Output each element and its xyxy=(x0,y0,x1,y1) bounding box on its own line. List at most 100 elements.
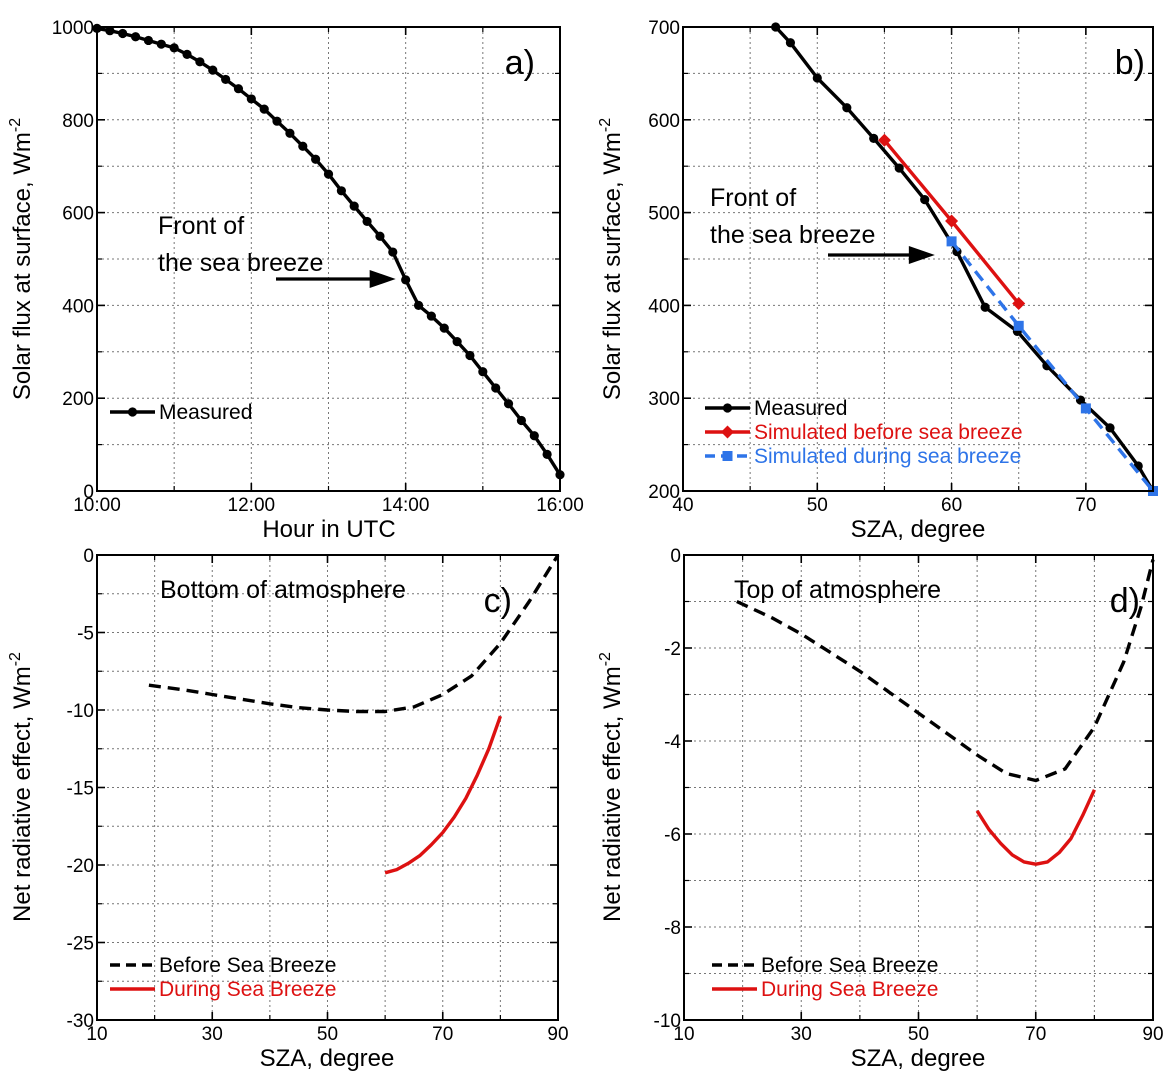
y-axis-label-text: Net radiative effect, Wm xyxy=(599,666,626,922)
data-point xyxy=(503,399,514,409)
legend-label: Before Sea Breeze xyxy=(761,954,938,977)
y-tick-label: 600 xyxy=(62,204,94,225)
x-tick-label: 70 xyxy=(432,1024,453,1045)
x-tick-label: 50 xyxy=(908,1024,929,1045)
data-point xyxy=(259,104,269,114)
x-tick-label: 70 xyxy=(1075,495,1096,516)
plot-frame xyxy=(683,554,1154,1021)
x-tick-label: 70 xyxy=(1025,1024,1046,1045)
data-point xyxy=(413,300,424,310)
y-tick-label: 0 xyxy=(83,482,94,503)
data-point xyxy=(143,35,154,46)
y-axis-label-text: Solar flux at surface, Wm xyxy=(9,132,36,400)
legend-marker xyxy=(722,451,733,461)
data-point xyxy=(323,169,334,179)
data-point xyxy=(426,311,436,321)
data-point xyxy=(208,65,218,75)
data-point xyxy=(869,133,879,143)
y-tick-label: 500 xyxy=(648,204,680,225)
x-tick-label: 12:00 xyxy=(228,495,276,516)
legend-label: Before Sea Breeze xyxy=(159,954,336,977)
data-point xyxy=(478,367,488,377)
annotation-arrow-head xyxy=(369,270,396,288)
data-point xyxy=(1012,297,1026,311)
y-tick-label: 800 xyxy=(62,111,94,132)
x-tick-label: 10:00 xyxy=(73,495,121,516)
y-tick-label: 400 xyxy=(62,296,94,317)
x-tick-label: 60 xyxy=(941,495,962,516)
data-point xyxy=(311,154,321,164)
y-tick-label: 0 xyxy=(83,546,94,567)
y-tick-label: -10 xyxy=(654,1011,681,1032)
data-point xyxy=(542,449,552,459)
data-point xyxy=(336,186,346,196)
y-tick-label: 700 xyxy=(648,18,680,39)
y-axis-label-superscript: -2 xyxy=(597,118,614,132)
x-tick-label: 10 xyxy=(673,1024,694,1045)
y-tick-label: -8 xyxy=(664,918,681,939)
series-2 xyxy=(975,789,1096,866)
data-point xyxy=(182,49,192,59)
y-tick-label: 0 xyxy=(670,546,681,567)
y-axis-label: Solar flux at surface, Wm-2 xyxy=(597,118,626,400)
y-axis-label: Net radiative effect, Wm-2 xyxy=(7,652,36,922)
data-point xyxy=(491,383,501,393)
legend-label: During Sea Breeze xyxy=(761,978,938,1001)
data-point xyxy=(388,247,398,257)
plot-frame xyxy=(96,554,559,1021)
y-tick-label: -2 xyxy=(664,639,681,660)
series-line xyxy=(950,240,1155,493)
y-tick-label: -30 xyxy=(67,1011,94,1032)
x-tick-label: 50 xyxy=(807,495,828,516)
chart-panel-3: 10 30 50 70 90 -30 -25 -20 -15 -10 -5 0 SZA, degree N… xyxy=(7,546,569,1072)
series-line xyxy=(736,559,1155,783)
data-point xyxy=(233,84,244,94)
data-point xyxy=(118,28,128,39)
legend-label: Measured xyxy=(159,401,252,424)
data-point xyxy=(272,116,282,126)
panel-label: d) xyxy=(1110,582,1140,620)
y-tick-label: 600 xyxy=(648,111,680,132)
y-tick-label: 300 xyxy=(648,389,680,410)
data-point xyxy=(920,195,930,205)
data-point xyxy=(980,302,990,312)
series-line xyxy=(975,789,1096,866)
y-tick-label: -5 xyxy=(77,624,94,645)
annotation-text: Front of xyxy=(158,212,244,240)
x-tick-label: 14:00 xyxy=(382,495,430,516)
x-tick-label: 90 xyxy=(1142,1024,1163,1045)
plot-frame xyxy=(96,26,561,492)
legend-marker xyxy=(721,425,734,439)
panel-title: Bottom of atmosphere xyxy=(160,576,406,604)
panel-title: Top of atmosphere xyxy=(734,576,941,604)
annotation-text: the sea breeze xyxy=(158,249,323,277)
x-tick-label: 10 xyxy=(86,1024,107,1045)
y-tick-label: -6 xyxy=(664,825,681,846)
y-axis-label-text: Net radiative effect, Wm xyxy=(9,666,36,922)
data-point xyxy=(349,201,359,211)
series-1 xyxy=(92,23,565,480)
y-axis-label: Solar flux at surface, Wm-2 xyxy=(7,118,36,400)
series-1 xyxy=(148,554,560,714)
data-point xyxy=(401,275,411,285)
y-axis-label: Net radiative effect, Wm-2 xyxy=(597,652,626,922)
legend-label: Simulated before sea breeze xyxy=(754,421,1023,444)
chart-panel-2: 40 50 60 70 200 300 400 500 600 700 SZA, degree Sol… xyxy=(597,18,1158,543)
y-axis-label-superscript: -2 xyxy=(7,118,24,132)
x-tick-label: 30 xyxy=(202,1024,223,1045)
y-tick-label: -25 xyxy=(67,934,94,955)
series-1 xyxy=(736,559,1155,783)
chart-panel-4: 10 30 50 70 90 -10 -8 -6 -4 -2 0 SZA, degree Net rad… xyxy=(597,546,1164,1072)
legend: Measured xyxy=(110,401,252,424)
y-tick-label: 200 xyxy=(62,389,94,410)
y-tick-label: -15 xyxy=(67,779,94,800)
data-point xyxy=(1105,423,1115,433)
data-point xyxy=(285,128,295,138)
series-2 xyxy=(877,133,1026,311)
panel-label: c) xyxy=(484,582,512,620)
y-axis-label-superscript: -2 xyxy=(7,652,24,666)
